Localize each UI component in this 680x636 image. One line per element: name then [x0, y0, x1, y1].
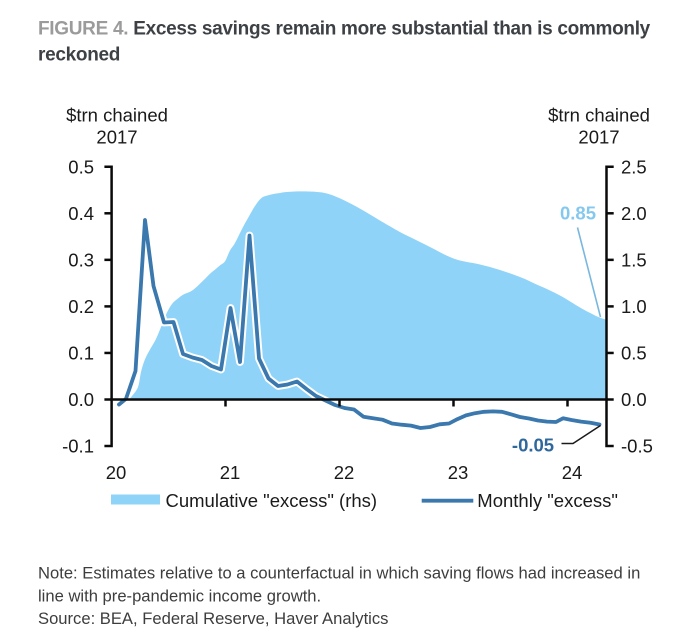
svg-text:Source: BEA, Federal Reserve,: Source: BEA, Federal Reserve, Haver Anal… — [38, 609, 388, 628]
svg-text:21: 21 — [220, 462, 241, 483]
svg-text:0.4: 0.4 — [68, 203, 94, 224]
svg-text:0.5: 0.5 — [621, 343, 647, 364]
svg-text:24: 24 — [562, 462, 583, 483]
svg-text:Note: Estimates relative to a: Note: Estimates relative to a counterfac… — [38, 564, 640, 583]
svg-text:-0.05: -0.05 — [512, 435, 554, 456]
svg-text:0.2: 0.2 — [68, 296, 94, 317]
svg-text:2.5: 2.5 — [621, 156, 647, 177]
svg-text:2.0: 2.0 — [621, 203, 647, 224]
svg-text:23: 23 — [448, 462, 469, 483]
svg-text:FIGURE 4. Excess savings remai: FIGURE 4. Excess savings remain more sub… — [38, 19, 651, 40]
svg-text:2017: 2017 — [578, 126, 619, 147]
svg-text:$trn chained: $trn chained — [548, 104, 650, 125]
svg-text:2017: 2017 — [96, 126, 137, 147]
svg-text:-0.5: -0.5 — [621, 436, 653, 457]
svg-text:20: 20 — [106, 462, 127, 483]
svg-text:-0.1: -0.1 — [62, 436, 94, 457]
svg-text:22: 22 — [334, 462, 355, 483]
svg-text:0.1: 0.1 — [68, 343, 94, 364]
svg-text:reckoned: reckoned — [38, 44, 120, 65]
svg-text:1.0: 1.0 — [621, 296, 647, 317]
svg-text:$trn chained: $trn chained — [66, 104, 168, 125]
svg-text:0.3: 0.3 — [68, 249, 94, 270]
svg-text:0.0: 0.0 — [68, 389, 94, 410]
svg-text:0.5: 0.5 — [68, 156, 94, 177]
svg-text:0.85: 0.85 — [560, 203, 596, 224]
svg-text:Monthly "excess": Monthly "excess" — [477, 490, 618, 511]
svg-text:1.5: 1.5 — [621, 249, 647, 270]
svg-text:Cumulative "excess" (rhs): Cumulative "excess" (rhs) — [166, 490, 378, 511]
svg-text:line with pre-pandemic income: line with pre-pandemic income growth. — [38, 587, 321, 606]
svg-text:0.0: 0.0 — [621, 389, 647, 410]
